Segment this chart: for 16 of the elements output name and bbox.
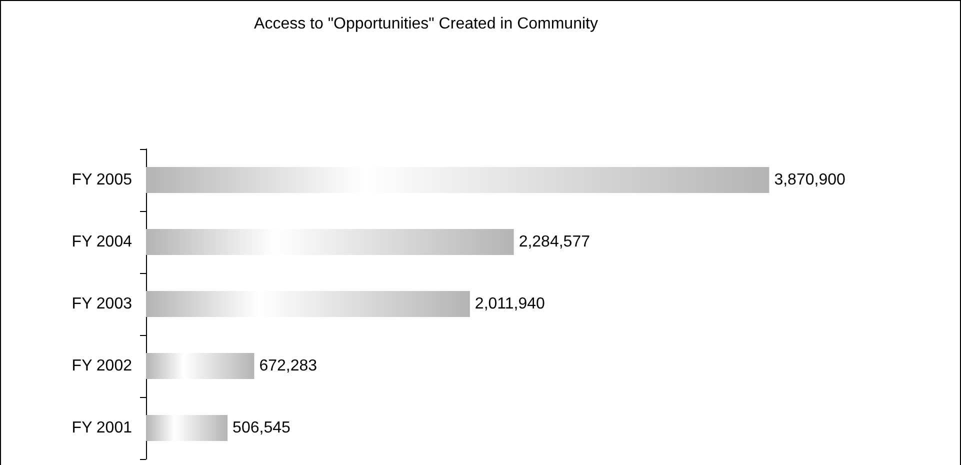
bar (146, 353, 254, 379)
bar (146, 167, 770, 193)
data-label: 3,870,900 (774, 172, 846, 188)
y-tick-label: FY 2005 (72, 172, 132, 188)
data-label: 672,283 (259, 358, 318, 374)
y-tick-label: FY 2001 (72, 420, 132, 436)
data-label: 2,284,577 (518, 234, 590, 250)
data-label: 506,545 (232, 420, 290, 436)
y-tick-label: FY 2004 (72, 234, 132, 250)
y-tick-label: FY 2002 (72, 358, 132, 374)
y-tick-label: FY 2003 (72, 296, 132, 312)
bar (146, 415, 228, 441)
bar (146, 229, 514, 255)
data-label: 2,011,940 (474, 296, 546, 312)
chart-title: Access to "Opportunities" Created in Community (254, 16, 598, 32)
bar (146, 291, 470, 317)
